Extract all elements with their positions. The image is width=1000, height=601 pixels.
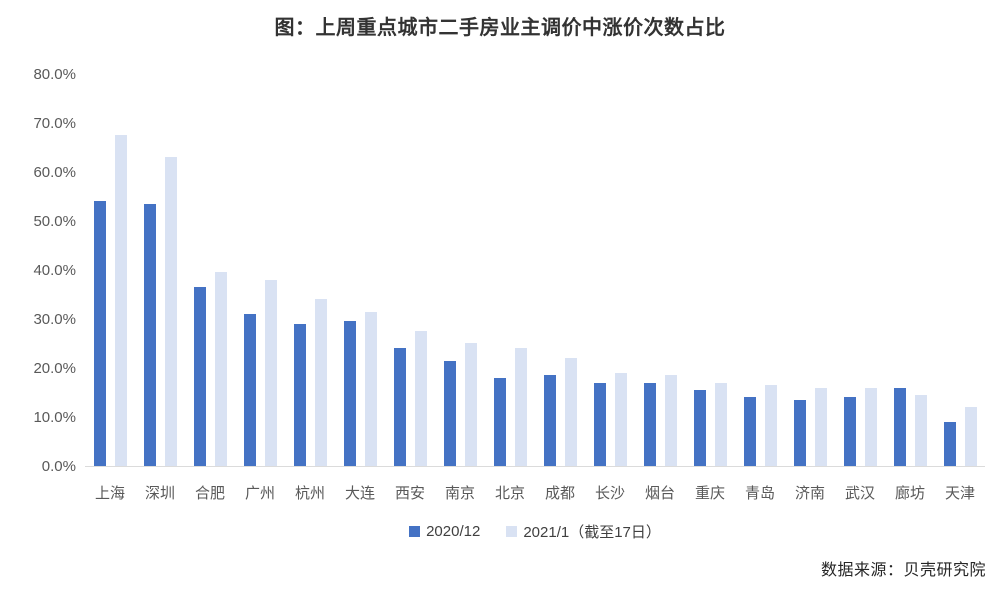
bar-series1 bbox=[343, 321, 356, 466]
x-axis-label: 长沙 bbox=[594, 485, 625, 502]
x-axis-label: 上海 bbox=[94, 485, 125, 502]
bar-series2 bbox=[864, 388, 877, 466]
bar-series2 bbox=[714, 383, 727, 466]
x-axis-label: 济南 bbox=[794, 485, 825, 502]
bar-group bbox=[135, 75, 185, 466]
legend: 2020/12 2021/1（截至17日） bbox=[85, 521, 985, 542]
x-axis-label: 大连 bbox=[344, 485, 375, 502]
legend-label-series2: 2021/1（截至17日） bbox=[523, 524, 661, 541]
x-axis-label: 重庆 bbox=[694, 485, 725, 502]
x-axis-label: 武汉 bbox=[844, 485, 875, 502]
bar-series2 bbox=[214, 272, 227, 466]
bar-series2 bbox=[164, 157, 177, 466]
bar-series1 bbox=[793, 400, 806, 466]
y-axis-tick-label: 0.0% bbox=[41, 458, 76, 475]
legend-swatch-series2 bbox=[506, 526, 518, 537]
x-axis-label: 烟台 bbox=[644, 485, 675, 502]
y-axis-tick-label: 60.0% bbox=[33, 164, 76, 181]
bar-series2 bbox=[564, 358, 577, 466]
bar-series2 bbox=[964, 407, 977, 466]
x-axis-label: 青岛 bbox=[744, 485, 775, 502]
bar-series1 bbox=[393, 348, 406, 466]
bar-series1 bbox=[93, 201, 106, 466]
bar-group bbox=[885, 75, 935, 466]
legend-item-2021-1: 2021/1（截至17日） bbox=[506, 521, 661, 542]
bars-row bbox=[85, 75, 985, 466]
bar-group bbox=[235, 75, 285, 466]
y-axis: 80.0% 70.0% 60.0% 50.0% 40.0% 30.0% 20.0% 10.0%… bbox=[0, 66, 76, 475]
x-axis-label: 北京 bbox=[494, 485, 525, 502]
chart-title: 图：上周重点城市二手房业主调价中涨价次数占比 bbox=[274, 17, 726, 39]
bar-series2 bbox=[664, 375, 677, 466]
bar-series2 bbox=[764, 385, 777, 466]
plot-area bbox=[85, 75, 985, 467]
bar-group bbox=[785, 75, 835, 466]
bar-series1 bbox=[843, 397, 856, 466]
y-axis-tick-label: 20.0% bbox=[33, 360, 76, 377]
bar-series1 bbox=[543, 375, 556, 466]
bar-series2 bbox=[914, 395, 927, 466]
bar-series2 bbox=[614, 373, 627, 466]
bar-group bbox=[585, 75, 635, 466]
bar-group bbox=[835, 75, 885, 466]
bar-group bbox=[285, 75, 335, 466]
bar-group bbox=[435, 75, 485, 466]
bar-group bbox=[735, 75, 785, 466]
x-axis: 上海 深圳 合肥 广州 杭州 大连 西安 南京 北京 成都 长沙 烟台 重庆 青岛 济南 武汉 廊坊 天津 bbox=[85, 482, 985, 503]
bar-series2 bbox=[514, 348, 527, 466]
bar-series1 bbox=[593, 383, 606, 466]
bar-series1 bbox=[243, 314, 256, 466]
legend-label-series1: 2020/12 bbox=[426, 523, 481, 540]
bar-series1 bbox=[493, 378, 506, 466]
bar-series1 bbox=[193, 287, 206, 466]
bar-group bbox=[85, 75, 135, 466]
y-axis-tick-label: 70.0% bbox=[33, 115, 76, 132]
y-axis-tick-label: 40.0% bbox=[33, 262, 76, 279]
bar-series1 bbox=[743, 397, 756, 466]
y-axis-tick-label: 80.0% bbox=[33, 66, 76, 83]
x-axis-label: 西安 bbox=[394, 485, 425, 502]
bar-group bbox=[935, 75, 985, 466]
bar-series1 bbox=[643, 383, 656, 466]
bar-group bbox=[685, 75, 735, 466]
bar-series2 bbox=[114, 135, 127, 466]
x-axis-label: 广州 bbox=[244, 485, 275, 502]
x-axis-label: 南京 bbox=[444, 485, 475, 502]
x-axis-label: 廊坊 bbox=[894, 485, 925, 502]
bar-series2 bbox=[814, 388, 827, 466]
bar-series1 bbox=[693, 390, 706, 466]
bar-series2 bbox=[464, 343, 477, 466]
bar-series2 bbox=[414, 331, 427, 466]
bar-group bbox=[335, 75, 385, 466]
bar-series1 bbox=[943, 422, 956, 466]
bar-series2 bbox=[264, 280, 277, 466]
legend-item-2020-12: 2020/12 bbox=[409, 521, 480, 542]
x-axis-label: 杭州 bbox=[294, 485, 325, 502]
source-note: 数据来源：贝壳研究院 bbox=[820, 562, 986, 579]
y-axis-tick-label: 10.0% bbox=[33, 409, 76, 426]
x-axis-label: 深圳 bbox=[144, 485, 175, 502]
bar-series1 bbox=[143, 204, 156, 466]
bar-series1 bbox=[293, 324, 306, 466]
bar-group bbox=[185, 75, 235, 466]
bar-group bbox=[485, 75, 535, 466]
bar-group bbox=[635, 75, 685, 466]
bar-group bbox=[535, 75, 585, 466]
bar-series2 bbox=[314, 299, 327, 466]
bar-group bbox=[385, 75, 435, 466]
x-axis-label: 天津 bbox=[944, 485, 975, 502]
legend-swatch-series1 bbox=[409, 526, 421, 537]
bar-series1 bbox=[443, 361, 456, 466]
y-axis-tick-label: 50.0% bbox=[33, 213, 76, 230]
y-axis-tick-label: 30.0% bbox=[33, 311, 76, 328]
bar-series1 bbox=[893, 388, 906, 466]
bar-series2 bbox=[364, 312, 377, 466]
x-axis-label: 合肥 bbox=[194, 485, 225, 502]
x-axis-label: 成都 bbox=[544, 485, 575, 502]
